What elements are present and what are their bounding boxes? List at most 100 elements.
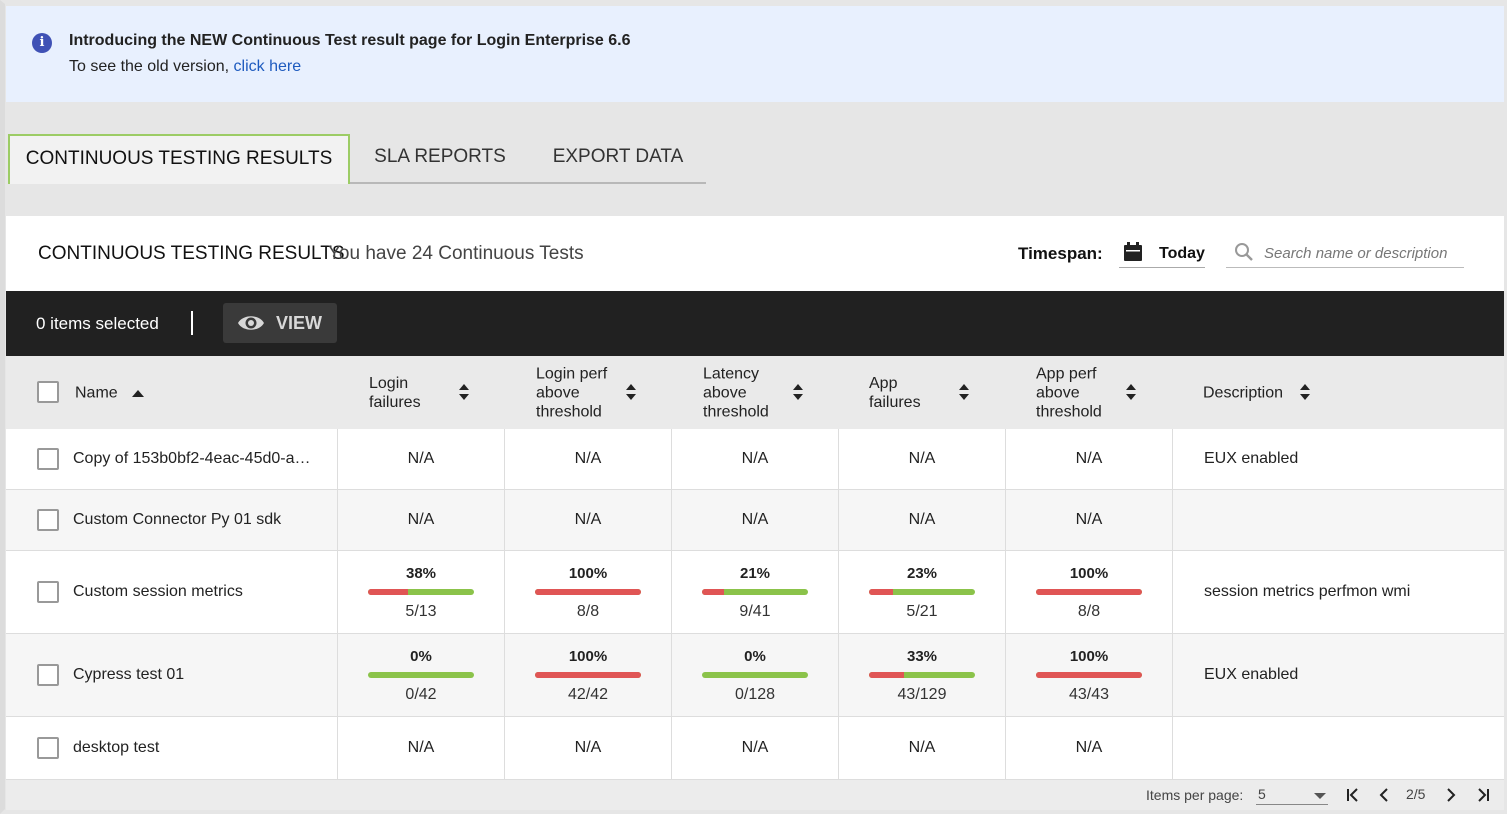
column-header-name-label: Name: [75, 384, 118, 401]
row-description: EUX enabled: [1204, 450, 1299, 467]
cell-name: Cypress test 01: [6, 634, 338, 716]
row-checkbox[interactable]: [37, 448, 59, 470]
search-icon: [1235, 243, 1253, 261]
metric-progress-fill: [1036, 589, 1142, 595]
metric-ratio: 43/129: [897, 686, 947, 703]
row-checkbox[interactable]: [37, 737, 59, 759]
cell-name: Custom Connector Py 01 sdk: [6, 490, 338, 550]
tab-continuous-testing-results[interactable]: CONTINUOUS TESTING RESULTS: [8, 134, 350, 184]
row-name: Copy of 153b0bf2-4eac-45d0-a…: [73, 450, 311, 467]
test-count-text: You have 24 Continuous Tests: [328, 243, 584, 264]
column-header-latency[interactable]: Latency above threshold: [703, 356, 833, 429]
column-header-name[interactable]: Name: [75, 356, 325, 429]
items-per-page-value: 5: [1258, 786, 1266, 802]
metric-ratio: 42/42: [567, 686, 609, 703]
timespan-select[interactable]: Today: [1119, 236, 1205, 268]
search-input[interactable]: [1264, 242, 1460, 264]
column-header-description-label: Description: [1203, 384, 1284, 401]
row-checkbox[interactable]: [37, 509, 59, 531]
timespan-value: Today: [1159, 245, 1205, 262]
table-row[interactable]: Cypress test 01 0% 0/42 100% 42/42 0% 0/…: [6, 634, 1504, 717]
cell-value: N/A: [1075, 739, 1103, 756]
metric-cell: 33% 43/129: [839, 634, 1005, 716]
cell-value: N/A: [741, 450, 769, 467]
search-box: [1226, 236, 1464, 268]
metric-progress-bar: [535, 589, 641, 595]
column-header-login-perf[interactable]: Login perf above threshold: [536, 356, 666, 429]
metric-progress-bar: [869, 672, 975, 678]
metric-percent: 0%: [410, 648, 432, 665]
column-header-description[interactable]: Description: [1203, 356, 1403, 429]
cell-name: Copy of 153b0bf2-4eac-45d0-a…: [6, 429, 338, 489]
metric-progress-bar: [368, 672, 474, 678]
sort-icon: [459, 384, 469, 400]
cell-value: N/A: [741, 739, 769, 756]
row-name: Cypress test 01: [73, 666, 185, 683]
metric-cell: 100% 42/42: [505, 634, 671, 716]
column-header-latency-label-1: Latency: [703, 365, 760, 382]
items-per-page-select[interactable]: 5: [1256, 785, 1328, 805]
cell-value: N/A: [908, 511, 936, 528]
first-page-icon[interactable]: [1343, 785, 1363, 805]
cell-login-perf: 100% 42/42: [505, 634, 672, 716]
column-header-latency-label-2: above: [703, 384, 747, 401]
metric-percent: 0%: [744, 648, 766, 665]
metric-cell: 0% 0/128: [672, 634, 838, 716]
cell-app-perf: 100% 8/8: [1006, 551, 1173, 633]
cell-name: desktop test: [6, 717, 338, 779]
cell-value: N/A: [407, 450, 435, 467]
cell-description: session metrics perfmon wmi: [1173, 551, 1504, 633]
cell-latency: N/A: [672, 717, 839, 779]
last-page-icon[interactable]: [1473, 785, 1493, 805]
metric-ratio: 43/43: [1068, 686, 1110, 703]
column-header-login-failures-label-2: failures: [369, 393, 421, 411]
column-header-app-perf-label-3: threshold: [1036, 403, 1102, 420]
cell-latency: 21% 9/41: [672, 551, 839, 633]
view-button[interactable]: VIEW: [223, 303, 337, 343]
metric-cell: 100% 8/8: [1006, 551, 1172, 633]
cell-value: N/A: [908, 739, 936, 756]
column-header-login-failures[interactable]: Login failures: [369, 356, 499, 429]
column-header-latency-label-3: threshold: [703, 403, 769, 420]
results-card: CONTINUOUS TESTING RESULTS You have 24 C…: [6, 216, 1504, 810]
tab-sla-reports[interactable]: SLA REPORTS: [374, 146, 506, 167]
metric-progress-bar: [1036, 672, 1142, 678]
column-header-app-failures-label-1: App: [869, 374, 898, 392]
table-row[interactable]: Copy of 153b0bf2-4eac-45d0-a… N/A N/A N/…: [6, 429, 1504, 490]
table-row[interactable]: Custom Connector Py 01 sdk N/A N/A N/A N…: [6, 490, 1504, 551]
column-header-app-failures[interactable]: App failures: [869, 356, 999, 429]
row-name: Custom session metrics: [73, 583, 243, 600]
sort-icon: [1126, 384, 1136, 400]
select-all-checkbox[interactable]: [37, 381, 59, 403]
metric-percent: 100%: [1069, 565, 1109, 582]
metric-cell: 23% 5/21: [839, 551, 1005, 633]
row-checkbox[interactable]: [37, 581, 59, 603]
items-per-page-label: Items per page:: [1146, 787, 1244, 803]
cell-description: [1173, 717, 1504, 779]
column-header-app-failures-label-2: failures: [869, 393, 921, 411]
chevron-down-icon: [1314, 793, 1326, 799]
cell-app-failures: N/A: [839, 717, 1006, 779]
table-row[interactable]: desktop test N/A N/A N/A N/A N/A: [6, 717, 1504, 779]
previous-page-icon[interactable]: [1375, 785, 1395, 805]
cell-login-perf: N/A: [505, 490, 672, 550]
old-version-link[interactable]: click here: [233, 58, 302, 75]
tab-export-data[interactable]: EXPORT DATA: [552, 146, 684, 167]
column-header-app-perf[interactable]: App perf above threshold: [1036, 356, 1166, 429]
metric-progress-bar: [1036, 589, 1142, 595]
cell-value: N/A: [574, 450, 602, 467]
cell-latency: 0% 0/128: [672, 634, 839, 716]
row-checkbox[interactable]: [37, 664, 59, 686]
cell-app-perf: N/A: [1006, 717, 1173, 779]
table-row[interactable]: Custom session metrics 38% 5/13 100% 8/8…: [6, 551, 1504, 634]
sort-ascending-icon: [132, 390, 144, 397]
next-page-icon[interactable]: [1440, 785, 1460, 805]
row-description: session metrics perfmon wmi: [1204, 583, 1411, 600]
cell-description: [1173, 490, 1504, 550]
metric-progress-bar: [702, 589, 808, 595]
cell-app-failures: 23% 5/21: [839, 551, 1006, 633]
metric-ratio: 5/21: [906, 603, 938, 620]
cell-value: N/A: [574, 511, 602, 528]
cell-value: N/A: [407, 511, 435, 528]
